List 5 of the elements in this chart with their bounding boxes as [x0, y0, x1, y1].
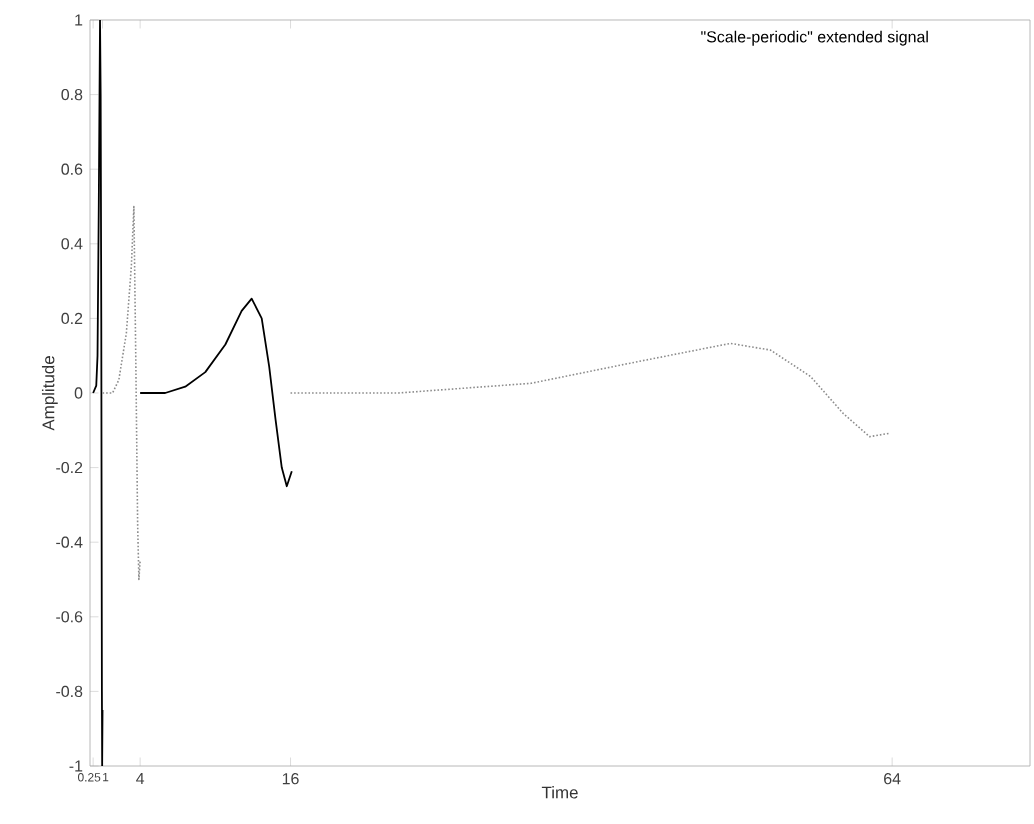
x-axis-title: Time — [541, 786, 578, 799]
y-axis-title: Amplitude — [41, 356, 58, 431]
line-series — [289, 342, 891, 438]
line-series — [139, 297, 293, 488]
line-series — [101, 205, 141, 581]
